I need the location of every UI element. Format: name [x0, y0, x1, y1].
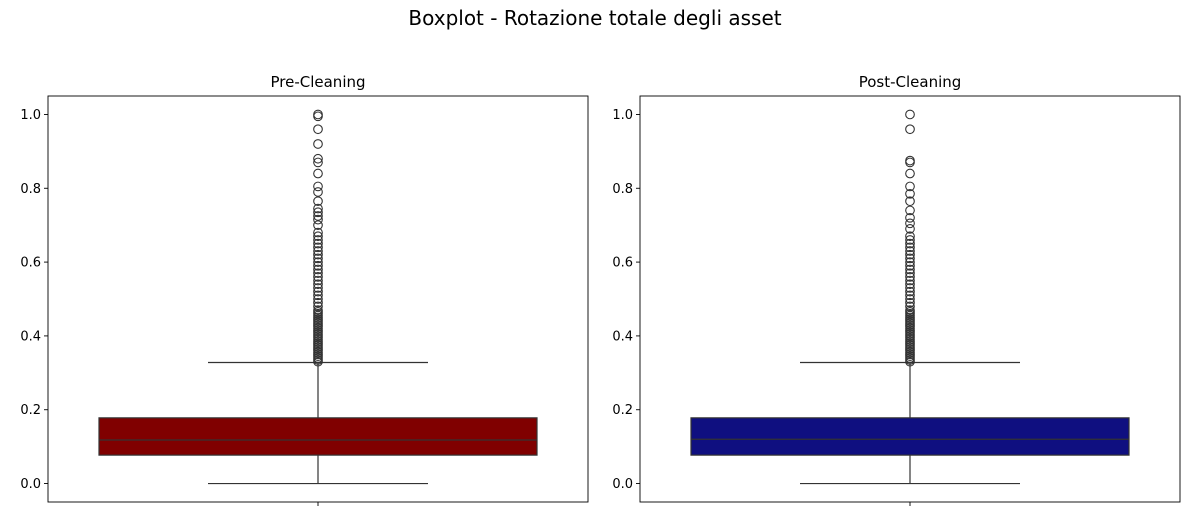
outlier-point	[905, 235, 915, 245]
y-tick-label: 0.6	[20, 256, 41, 271]
y-tick-label: 0.2	[612, 403, 633, 418]
outlier-point	[313, 305, 323, 315]
outlier-point	[905, 286, 915, 297]
outlier-point	[905, 275, 915, 286]
outlier-point	[905, 257, 915, 267]
outlier-point	[905, 268, 915, 279]
outlier-point	[905, 218, 915, 229]
outlier-point	[313, 268, 323, 279]
outlier-point	[313, 211, 323, 221]
outlier-point	[313, 231, 323, 242]
outlier-point	[905, 109, 915, 120]
outlier-point	[313, 181, 323, 192]
outlier-point	[905, 294, 915, 304]
outlier-point	[313, 214, 323, 225]
outlier-point	[905, 283, 915, 293]
outlier-point	[313, 294, 323, 304]
outlier-point	[313, 235, 323, 245]
outlier-point	[905, 168, 915, 179]
outlier-point	[313, 220, 323, 231]
outlier-point	[905, 297, 915, 308]
figure-title: Boxplot - Rotazione totale degli asset	[408, 6, 781, 30]
outlier-point	[313, 168, 323, 179]
outlier-point	[313, 124, 323, 135]
axes-frame	[47, 95, 589, 503]
outlier-point	[313, 238, 323, 249]
outlier-point	[905, 264, 915, 275]
outlier-point	[313, 297, 323, 308]
outlier-point	[905, 301, 915, 312]
outlier-point	[313, 246, 323, 256]
outlier-point	[313, 249, 323, 260]
outlier-point	[313, 264, 323, 275]
outlier-point	[313, 196, 323, 207]
y-tick-label: 0.2	[20, 403, 41, 418]
outlier-point	[905, 238, 915, 249]
panel-title: Post-Cleaning	[859, 73, 962, 91]
y-tick-label: 0.4	[612, 329, 633, 344]
outlier-point	[905, 305, 915, 315]
y-tick-label: 1.0	[612, 108, 633, 123]
panel-post-cleaning: Post-Cleaning 0.0 0.2 0.4 0.6 0.8 1.0	[612, 73, 1181, 506]
outlier-point	[313, 153, 323, 164]
outlier-point	[313, 279, 323, 290]
outlier-point	[313, 157, 323, 168]
outlier-point	[313, 203, 323, 214]
outlier-point	[905, 272, 915, 282]
outlier-point	[313, 301, 323, 312]
outlier-point	[905, 260, 915, 271]
outlier-point	[313, 290, 323, 301]
y-tick-label: 0.6	[612, 256, 633, 271]
outlier-point	[313, 242, 323, 253]
outlier-point	[313, 260, 323, 271]
outlier-point	[313, 253, 323, 264]
y-tick-label: 0.0	[20, 477, 41, 492]
outlier-point	[905, 212, 915, 223]
outlier-point	[313, 272, 323, 282]
panel-title: Pre-Cleaning	[270, 73, 365, 91]
outlier-point	[905, 124, 915, 135]
outlier-point	[313, 139, 323, 149]
outlier-point	[905, 242, 915, 253]
outlier-point	[905, 249, 915, 260]
outlier-point	[313, 109, 323, 120]
outlier-point	[905, 224, 915, 234]
outlier-point	[905, 181, 915, 192]
y-tick-label: 1.0	[20, 108, 41, 123]
panel-pre-cleaning: Pre-Cleaning 0.0 0.2 0.4 0.6 0.8 1.0	[20, 73, 589, 506]
outlier-point	[905, 155, 915, 166]
iqr-box	[98, 417, 538, 456]
y-tick-label: 0.8	[612, 182, 633, 197]
outlier-point	[905, 279, 915, 290]
outlier-point	[313, 257, 323, 267]
outlier-point	[905, 253, 915, 264]
outlier-point	[905, 290, 915, 301]
y-tick-label: 0.8	[20, 182, 41, 197]
y-tick-label: 0.0	[612, 477, 633, 492]
outlier-point	[905, 196, 915, 207]
outlier-point	[313, 187, 323, 197]
outlier-point	[905, 205, 915, 216]
axes-frame	[639, 95, 1181, 503]
outlier-point	[313, 286, 323, 297]
outlier-point	[905, 231, 915, 242]
iqr-box	[690, 417, 1130, 456]
y-tick-label: 0.4	[20, 329, 41, 344]
outlier-point	[313, 227, 323, 238]
outlier-point	[313, 275, 323, 286]
outlier-point	[905, 188, 915, 199]
outlier-point	[313, 207, 323, 218]
outlier-point	[905, 246, 915, 256]
outlier-point	[313, 283, 323, 293]
